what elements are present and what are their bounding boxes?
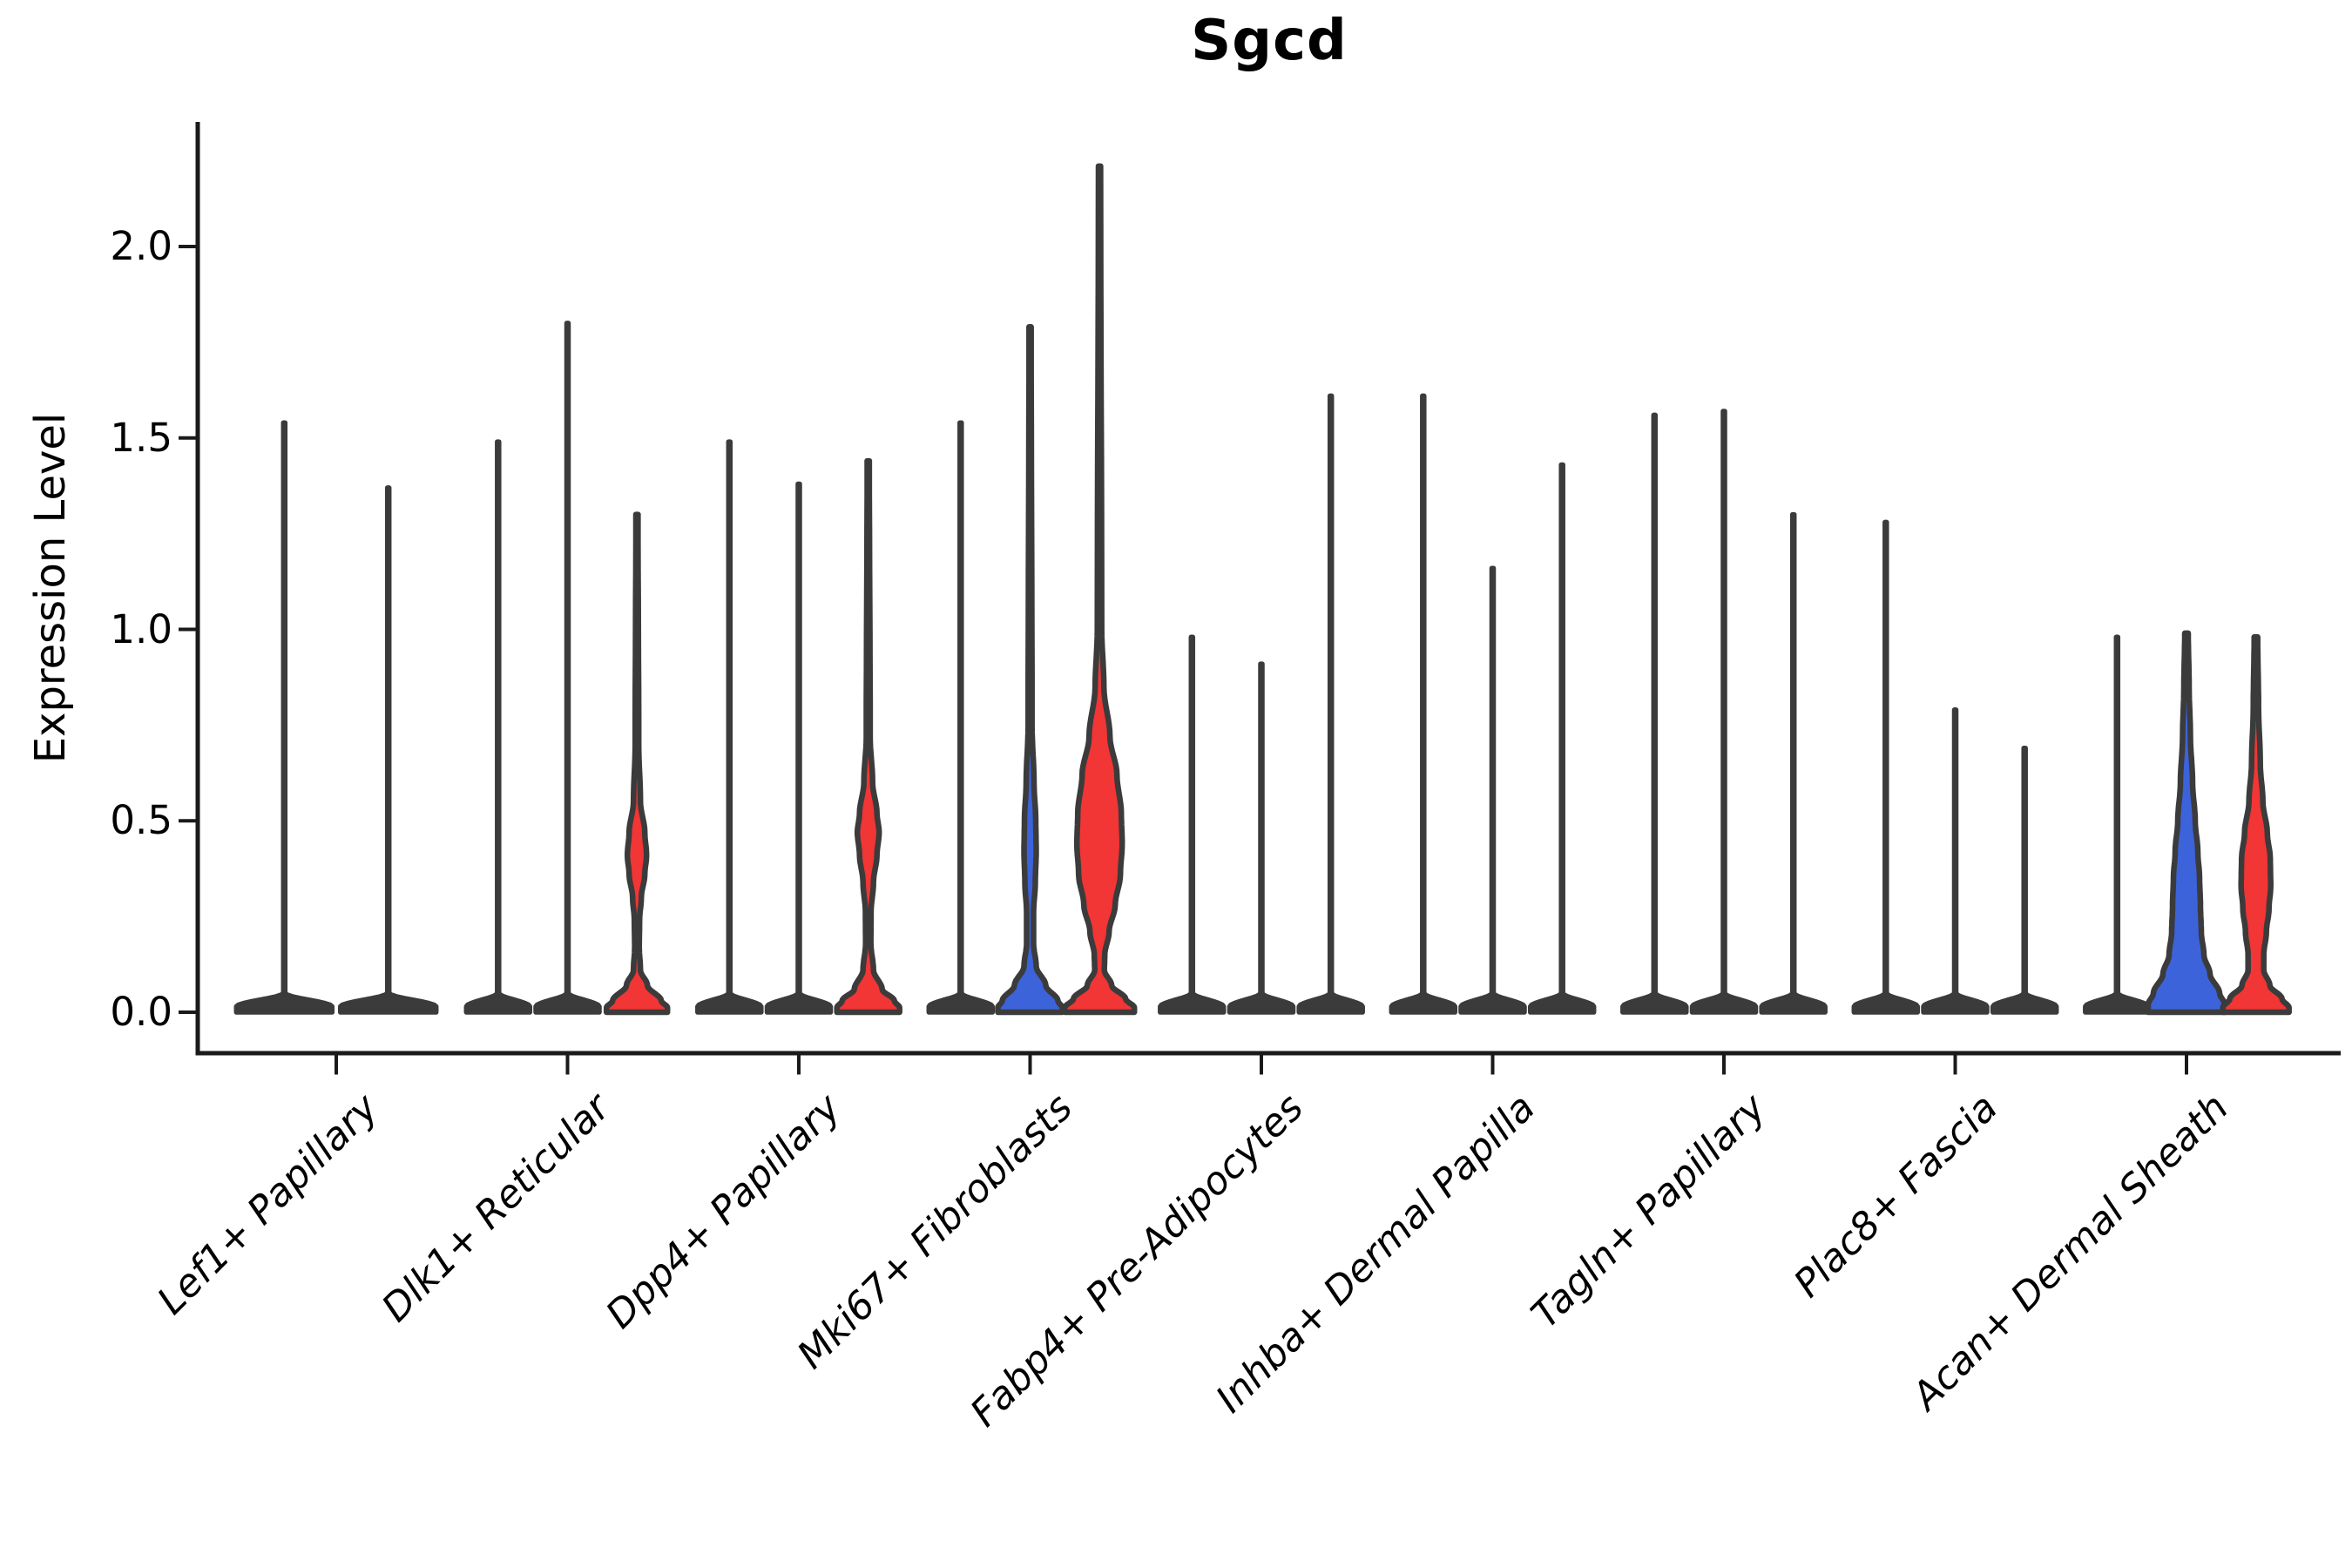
spike-violin [1158,634,1227,1015]
spike-violin [2083,634,2152,1015]
spike-violin [1458,565,1527,1015]
filled-violin [995,324,1065,1016]
spike-violin [463,439,533,1015]
y-tick-label: 1.5 [110,414,172,461]
y-axis-label: Expression Level [26,412,75,764]
spike-violin [1227,661,1296,1015]
filled-violin [603,511,671,1016]
filled-violin [834,457,902,1016]
y-tick-label: 0.0 [110,989,172,1035]
filled-violin [1061,163,1138,1016]
spike-violin [695,439,764,1015]
spike-violin [1851,519,1921,1015]
spike-violin [1296,393,1365,1015]
spike-violin [1990,745,2059,1015]
spike-violin [764,481,834,1015]
chart-title: Sgcd [1191,9,1348,73]
spike-violin [1921,707,1990,1015]
filled-violin [2220,634,2292,1016]
spike-violin [233,420,335,1015]
filled-violin [2145,630,2228,1016]
spike-violin [1689,409,1759,1015]
spike-violin [533,321,602,1015]
spike-violin [1759,511,1828,1015]
spike-violin [337,485,439,1015]
spike-violin [1527,462,1597,1015]
spike-violin [1620,412,1689,1015]
y-tick-label: 0.5 [110,797,172,844]
spike-violin [926,420,996,1015]
y-tick-label: 2.0 [110,223,172,269]
spike-violin [1389,393,1458,1015]
y-tick-label: 1.0 [110,605,172,652]
